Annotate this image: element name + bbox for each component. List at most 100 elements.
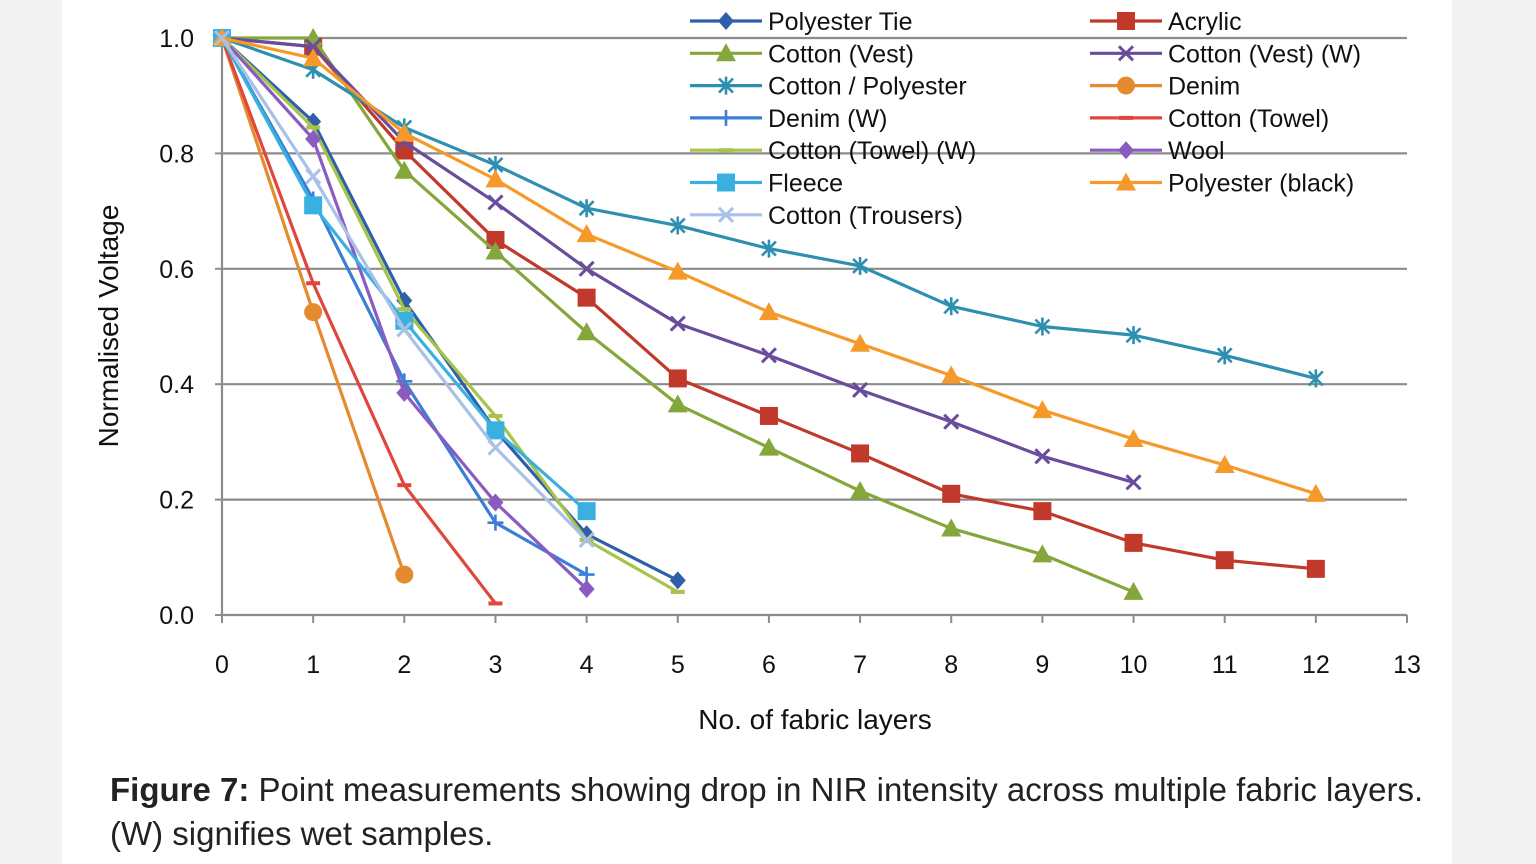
data-point-fleece bbox=[304, 196, 323, 215]
data-point-denim bbox=[304, 303, 323, 322]
legend-marker-polyester-black bbox=[1116, 172, 1136, 191]
data-point-polyester-black bbox=[941, 365, 962, 384]
data-point-polyester-black bbox=[485, 169, 506, 188]
legend-marker-acrylic bbox=[1117, 12, 1135, 30]
data-point-polyester-black bbox=[758, 302, 779, 321]
series-line-fleece bbox=[220, 37, 588, 513]
data-point-acrylic bbox=[1215, 551, 1234, 570]
data-point-polyester-black bbox=[1305, 483, 1326, 502]
legend-marker-fleece bbox=[717, 173, 735, 192]
legend-label-cotton-vest: Cotton (Vest) bbox=[768, 40, 914, 68]
data-point-polyester-black bbox=[576, 224, 597, 243]
legend-marker-cotton-vest-w bbox=[1117, 45, 1135, 62]
legend-label-polyester-black: Polyester (black) bbox=[1168, 170, 1354, 198]
data-point-cotton-polyester bbox=[1307, 369, 1324, 388]
legend-label-wool: Wool bbox=[1168, 137, 1225, 165]
data-point-cotton-polyester bbox=[1125, 326, 1142, 345]
y-tick-label: 0.6 bbox=[159, 256, 194, 284]
data-point-acrylic bbox=[942, 484, 961, 503]
data-point-cotton-towel bbox=[397, 483, 412, 488]
gridlines bbox=[222, 36, 1407, 617]
data-point-denim bbox=[395, 565, 414, 584]
data-point-denim-w bbox=[578, 566, 595, 583]
data-point-cotton-towel-w bbox=[488, 413, 503, 418]
legend-label-cotton-towel-w: Cotton (Towel) (W) bbox=[768, 137, 976, 165]
data-point-polyester-black bbox=[1123, 429, 1144, 448]
caption-label: Figure 7: bbox=[110, 771, 250, 808]
legend-label-cotton-vest-w: Cotton (Vest) (W) bbox=[1168, 40, 1361, 68]
x-tick-label: 12 bbox=[1302, 651, 1330, 679]
legend: Polyester Tie Acrylic Cotton (Vest) Cotton … bbox=[690, 8, 1361, 230]
x-tick-label: 0 bbox=[215, 651, 229, 679]
x-tick-label: 1 bbox=[306, 651, 320, 679]
data-point-wool bbox=[487, 493, 504, 512]
y-tick-label: 0.2 bbox=[159, 487, 194, 515]
data-point-cotton-polyester bbox=[1216, 346, 1233, 365]
legend-label-fleece: Fleece bbox=[768, 170, 843, 198]
data-point-cotton-towel-w bbox=[306, 125, 321, 130]
data-point-cotton-vest bbox=[1032, 544, 1053, 563]
data-point-cotton-polyester bbox=[1034, 317, 1051, 336]
x-tick-label: 13 bbox=[1393, 651, 1421, 679]
data-point-acrylic bbox=[851, 444, 870, 463]
data-point-cotton-vest-w bbox=[760, 347, 777, 364]
data-point-cotton-vest bbox=[667, 394, 688, 413]
data-point-cotton-trousers bbox=[396, 321, 413, 338]
series-group bbox=[212, 28, 1326, 606]
data-point-polyester-black bbox=[1032, 400, 1053, 419]
data-point-cotton-vest bbox=[485, 241, 506, 260]
data-point-cotton-trousers bbox=[578, 531, 595, 549]
data-point-polyester-black bbox=[850, 333, 871, 352]
data-point-fleece bbox=[486, 421, 505, 440]
data-point-cotton-vest-w bbox=[669, 315, 686, 332]
data-point-cotton-vest-w bbox=[1125, 474, 1142, 491]
legend-marker-cotton-vest bbox=[716, 43, 736, 62]
legend-label-cotton-polyester: Cotton / Polyester bbox=[768, 73, 967, 101]
data-point-polyester-black bbox=[667, 261, 688, 280]
figure-caption: Figure 7: Point measurements showing dro… bbox=[110, 768, 1440, 856]
data-point-cotton-vest bbox=[1123, 581, 1144, 600]
data-point-cotton-vest bbox=[576, 322, 597, 341]
data-point-polyester-tie bbox=[669, 571, 686, 590]
data-point-polyester-black bbox=[1214, 454, 1235, 473]
data-point-cotton-vest bbox=[758, 437, 779, 456]
data-point-polyester-black bbox=[303, 48, 324, 67]
data-point-cotton-trousers bbox=[305, 168, 322, 185]
data-point-wool bbox=[305, 129, 322, 148]
data-point-acrylic bbox=[1033, 502, 1052, 521]
x-tick-label: 7 bbox=[853, 651, 867, 679]
legend-marker-cotton-polyester bbox=[718, 76, 734, 95]
y-tick-label: 1.0 bbox=[159, 25, 194, 53]
legend-label-polyester-tie: Polyester Tie bbox=[768, 8, 913, 36]
x-tick-label: 6 bbox=[762, 651, 776, 679]
data-point-cotton-vest-w bbox=[943, 413, 960, 430]
x-tick-label: 10 bbox=[1120, 651, 1148, 679]
legend-marker-cotton-towel bbox=[1119, 115, 1133, 120]
x-tick-label: 4 bbox=[580, 651, 594, 679]
legend-label-cotton-towel: Cotton (Towel) bbox=[1168, 105, 1329, 133]
data-point-polyester-tie bbox=[396, 291, 413, 310]
data-point-acrylic bbox=[577, 288, 596, 307]
legend-label-denim-w: Denim (W) bbox=[768, 105, 887, 133]
legend-label-acrylic: Acrylic bbox=[1168, 8, 1242, 36]
y-tick-label: 0.4 bbox=[159, 371, 194, 399]
data-point-acrylic bbox=[1124, 533, 1143, 552]
y-axis-label: Normalised Voltage bbox=[93, 205, 124, 448]
series-line-polyester-tie bbox=[220, 36, 679, 582]
x-axis-label: No. of fabric layers bbox=[698, 704, 931, 735]
data-point-fleece bbox=[577, 502, 596, 521]
data-point-acrylic bbox=[1306, 559, 1325, 578]
data-point-cotton-vest-w bbox=[852, 381, 869, 399]
data-point-acrylic bbox=[486, 230, 505, 249]
data-point-cotton-towel-w bbox=[397, 307, 412, 312]
data-point-cotton-towel-w bbox=[670, 589, 685, 594]
data-point-wool bbox=[578, 580, 595, 599]
series-line-cotton-towel bbox=[220, 37, 497, 605]
data-point-cotton-vest-w bbox=[1034, 448, 1051, 465]
data-point-cotton-vest-w bbox=[305, 38, 322, 55]
legend-marker-polyester-tie bbox=[718, 12, 734, 30]
x-tick-label: 8 bbox=[944, 651, 958, 679]
series-line-cotton-towel-w bbox=[220, 36, 679, 594]
legend-marker-cotton-trousers bbox=[717, 206, 735, 223]
data-point-cotton-polyester bbox=[761, 239, 777, 258]
